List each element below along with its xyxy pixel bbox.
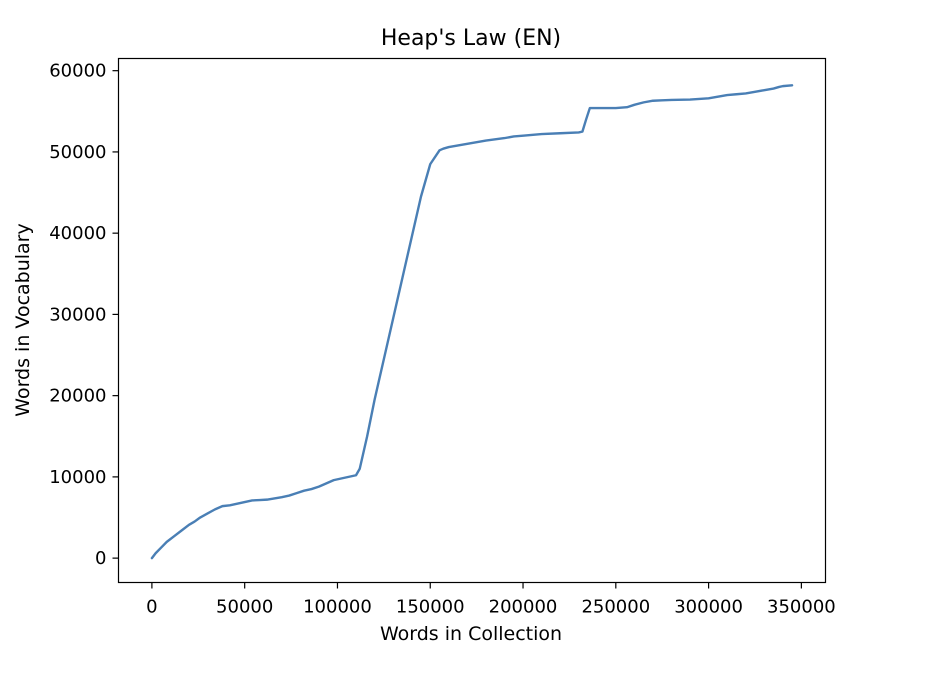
y-tick-label: 50000: [49, 142, 106, 163]
x-axis: 0 50000 100000 150000 200000 250000 300000 3500…: [146, 582, 836, 618]
x-axis-label: Words in Collection: [380, 623, 562, 645]
y-tick-label: 30000: [49, 304, 106, 325]
x-tick-label: 50000: [216, 597, 273, 618]
y-tick-label: 60000: [49, 61, 106, 82]
y-axis-label: Words in Vocabulary: [12, 223, 34, 416]
y-axis: 0 10000 20000 30000 40000 50000 60000: [49, 61, 119, 569]
x-tick-label: 300000: [674, 597, 743, 618]
y-tick-label: 0: [95, 548, 106, 569]
x-tick-label: 350000: [767, 597, 836, 618]
x-tick-label: 0: [146, 597, 157, 618]
x-tick-label: 150000: [396, 597, 465, 618]
vocabulary-growth-line: [150, 84, 794, 560]
y-tick-label: 10000: [49, 467, 106, 488]
y-tick-label: 20000: [49, 386, 106, 407]
plot-frame: [117, 57, 827, 584]
chart-title: Heap's Law (EN): [381, 26, 561, 51]
x-tick-label: 100000: [303, 597, 372, 618]
y-tick-label: 40000: [49, 223, 106, 244]
x-tick-label: 250000: [581, 597, 650, 618]
plot-area: 0 50000 100000 150000 200000 250000 300000 3500…: [49, 57, 836, 618]
x-tick-label: 200000: [489, 597, 558, 618]
